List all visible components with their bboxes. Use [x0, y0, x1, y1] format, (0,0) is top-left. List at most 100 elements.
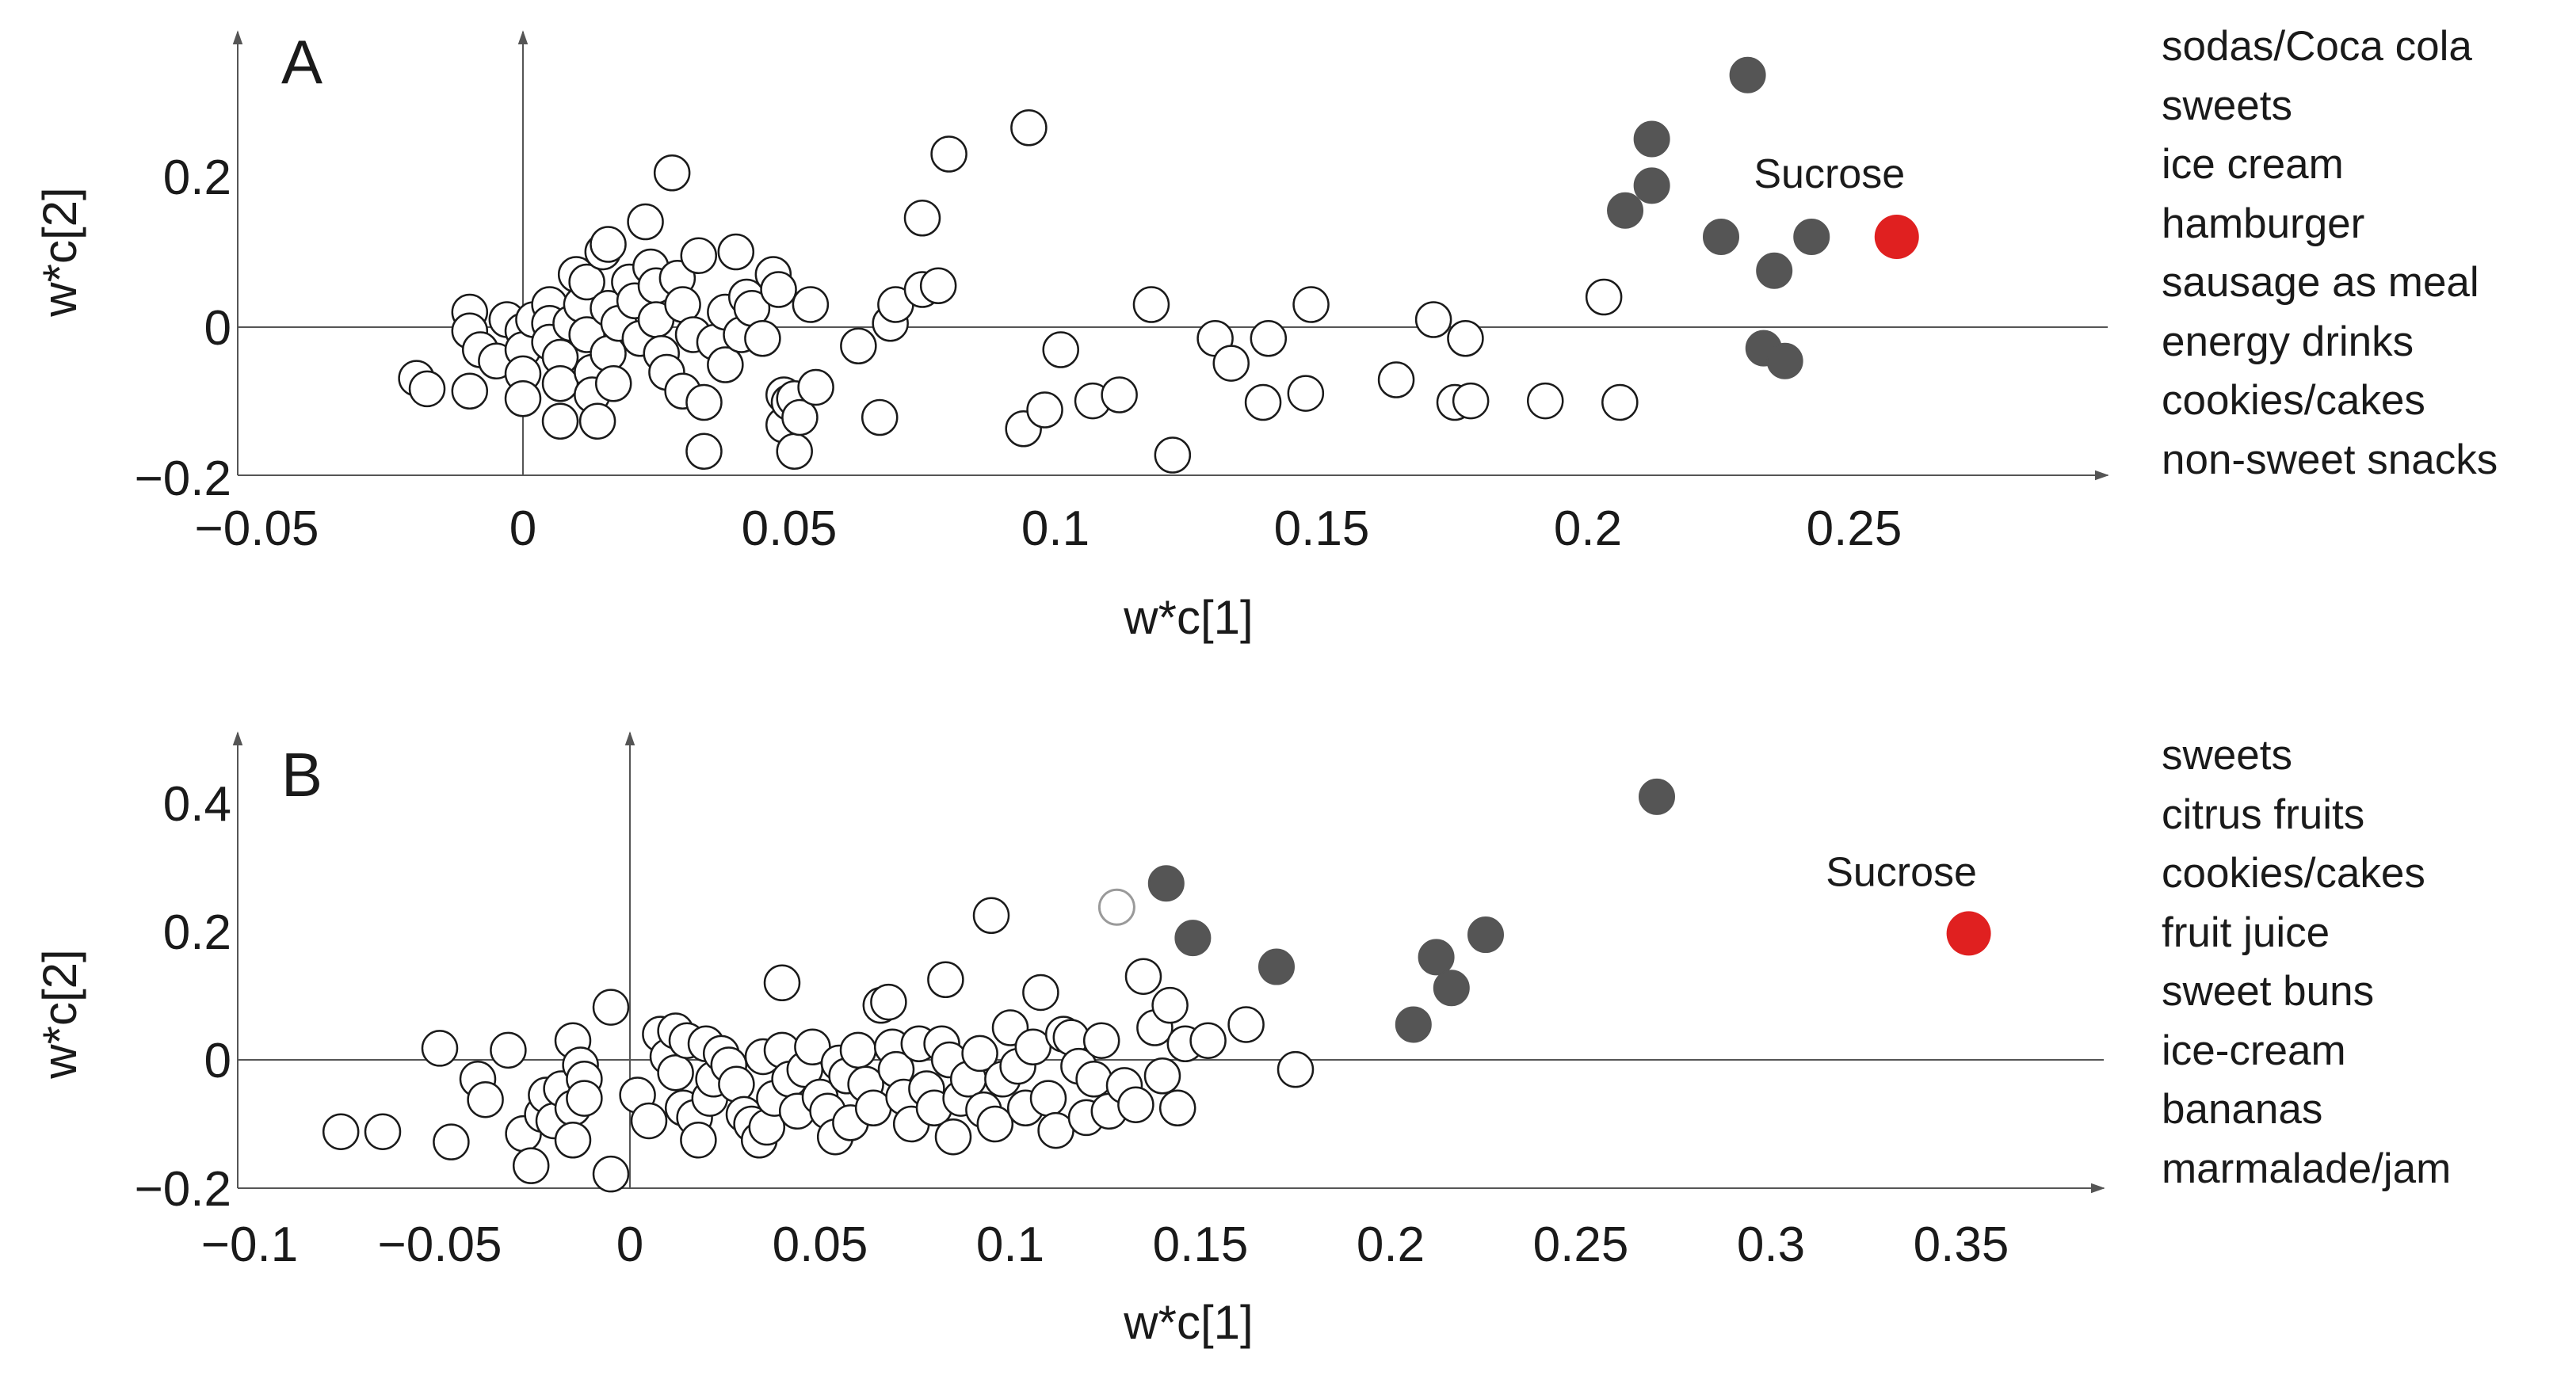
b-y-tick-label: 0: [204, 1034, 231, 1088]
a-filled-point: [1633, 120, 1670, 158]
a-open-point: [1447, 320, 1484, 357]
a-open-point: [541, 365, 579, 402]
a-x-tick-label: −0.05: [195, 501, 319, 556]
a-open-point: [408, 370, 446, 408]
b-open-point: [433, 1123, 470, 1160]
a-open-point: [797, 368, 834, 406]
b-open-point: [1124, 958, 1162, 995]
b-x-tick-label: 0.05: [773, 1217, 868, 1272]
b-filled-point: [1467, 916, 1504, 954]
a-y-axis-title: w*c[2]: [33, 187, 86, 317]
b-x-tick-label: 0.2: [1357, 1217, 1425, 1272]
a-open-point: [776, 432, 813, 470]
b-open-point: [592, 1155, 630, 1193]
b-x-tick-label: 0.3: [1737, 1217, 1805, 1272]
b-open-point: [1143, 1057, 1181, 1095]
a-open-point: [685, 383, 723, 421]
a-filled-point: [1703, 219, 1739, 255]
b-open-point: [927, 961, 964, 998]
b-open-point: [1189, 1022, 1227, 1059]
b-open-point: [794, 1028, 831, 1066]
b-open-point: [763, 964, 801, 1002]
b-open-point: [839, 1031, 877, 1069]
b-open-point: [490, 1031, 527, 1069]
panel-b: −0.1 −0.05 0 0.05 0.1 0.15 0.2 0.25 0.3 0.35 −0.2 0…: [33, 731, 2105, 1349]
b-open-point: [1082, 1022, 1120, 1059]
a-open-point: [1287, 375, 1325, 412]
b-open-point: [467, 1080, 504, 1118]
list-a-item: sweets: [2162, 82, 2292, 129]
b-filled-point: [1433, 970, 1470, 1007]
a-open-point: [1585, 278, 1623, 316]
a-open-point: [1526, 382, 1564, 420]
a-open-point: [594, 365, 632, 402]
a-open-point: [717, 233, 755, 271]
b-open-point: [1158, 1089, 1196, 1126]
a-y-tick-label: 0: [204, 301, 231, 356]
a-open-point: [1414, 301, 1452, 338]
list-b-item: marmalade/jam: [2162, 1145, 2452, 1192]
list-b-item: sweets: [2162, 732, 2292, 779]
a-open-point: [1212, 345, 1250, 382]
a-open-point: [680, 237, 718, 274]
b-open-point: [421, 1030, 459, 1067]
panel-a: −0.05 0 0.05 0.1 0.15 0.2 0.25 −0.2 0 0.2 w*c[1] w*…: [33, 27, 2109, 644]
b-open-point: [592, 989, 630, 1026]
a-open-point: [1250, 320, 1288, 357]
b-open-point: [566, 1080, 603, 1117]
a-open-point: [1377, 361, 1415, 398]
b-open-point: [680, 1122, 717, 1159]
food-list-a: sodas/Coca cola sweets ice cream hamburg…: [2162, 17, 2498, 490]
b-open-point: [961, 1035, 998, 1073]
a-open-point: [861, 398, 899, 436]
a-filled-point: [1633, 167, 1670, 204]
a-open-point: [653, 154, 691, 192]
b-open-point: [630, 1102, 668, 1140]
b-open-point: [322, 1113, 360, 1150]
b-x-tick-label: 0.15: [1153, 1217, 1249, 1272]
a-filled-point: [1756, 252, 1793, 289]
b-x-axis-title: w*c[1]: [1123, 1296, 1253, 1349]
a-open-point: [541, 402, 579, 440]
a-open-point: [1244, 383, 1282, 421]
b-x-tick-label: −0.05: [378, 1217, 502, 1272]
b-y-tick-label: 0.2: [163, 905, 231, 960]
b-open-point: [718, 1065, 755, 1103]
a-sucrose-point: [1874, 215, 1919, 259]
a-open-point: [840, 327, 877, 364]
list-b-item: bananas: [2162, 1086, 2323, 1133]
a-open-point: [1132, 286, 1170, 323]
b-filled-point: [1395, 1006, 1432, 1043]
a-open-point: [578, 402, 616, 440]
list-a-item: non-sweet snacks: [2162, 436, 2498, 483]
list-b-item: fruit juice: [2162, 909, 2330, 956]
a-open-point: [781, 398, 819, 436]
a-open-point: [1154, 436, 1192, 474]
a-filled-point: [1793, 219, 1830, 255]
a-x-tick-label: 0.2: [1554, 501, 1622, 556]
b-open-point: [1151, 986, 1189, 1024]
a-x-axis-title: w*c[1]: [1123, 591, 1253, 644]
b-x-tick-label: 0.35: [1914, 1217, 2009, 1272]
a-open-point: [1042, 331, 1079, 368]
a-y-tick-label: 0.2: [163, 151, 231, 205]
a-open-point: [504, 380, 542, 417]
b-open-point: [972, 897, 1010, 934]
b-open-point: [976, 1105, 1014, 1143]
food-list-b: sweets citrus fruits cookies/cakes fruit…: [2162, 726, 2451, 1198]
a-open-point: [707, 346, 744, 383]
b-x-tick-label: 0: [616, 1217, 643, 1272]
b-y-tick-label: −0.2: [135, 1162, 231, 1217]
b-open-point: [1227, 1006, 1265, 1043]
b-open-point: [1277, 1050, 1315, 1088]
a-open-point: [590, 226, 627, 263]
a-open-point: [1452, 382, 1490, 420]
a-x-tick-label: 0: [509, 501, 536, 556]
a-open-point: [568, 263, 605, 301]
a-open-point: [451, 372, 489, 410]
a-filled-point: [1766, 342, 1803, 379]
list-a-item: sausage as meal: [2162, 259, 2479, 306]
b-sucrose-label: Sucrose: [1826, 849, 1977, 895]
a-y-tick-label: −0.2: [135, 452, 231, 506]
b-filled-point: [1639, 778, 1675, 815]
